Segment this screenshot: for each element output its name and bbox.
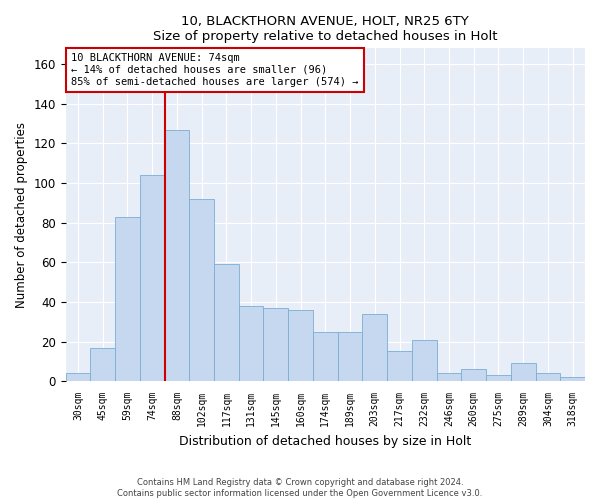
Title: 10, BLACKTHORN AVENUE, HOLT, NR25 6TY
Size of property relative to detached hous: 10, BLACKTHORN AVENUE, HOLT, NR25 6TY Si…: [153, 15, 497, 43]
Bar: [437, 374, 461, 381]
Bar: [412, 340, 437, 381]
Bar: [239, 306, 263, 381]
Bar: [486, 376, 511, 381]
X-axis label: Distribution of detached houses by size in Holt: Distribution of detached houses by size …: [179, 434, 472, 448]
Bar: [140, 175, 164, 381]
Bar: [164, 130, 190, 381]
Bar: [313, 332, 338, 381]
Bar: [362, 314, 387, 381]
Bar: [115, 216, 140, 381]
Bar: [65, 374, 91, 381]
Bar: [536, 374, 560, 381]
Bar: [461, 370, 486, 381]
Bar: [511, 364, 536, 381]
Bar: [91, 348, 115, 381]
Bar: [190, 199, 214, 381]
Bar: [560, 377, 585, 381]
Bar: [288, 310, 313, 381]
Text: 10 BLACKTHORN AVENUE: 74sqm
← 14% of detached houses are smaller (96)
85% of sem: 10 BLACKTHORN AVENUE: 74sqm ← 14% of det…: [71, 54, 358, 86]
Y-axis label: Number of detached properties: Number of detached properties: [15, 122, 28, 308]
Bar: [263, 308, 288, 381]
Bar: [387, 352, 412, 381]
Text: Contains HM Land Registry data © Crown copyright and database right 2024.
Contai: Contains HM Land Registry data © Crown c…: [118, 478, 482, 498]
Bar: [338, 332, 362, 381]
Bar: [214, 264, 239, 381]
